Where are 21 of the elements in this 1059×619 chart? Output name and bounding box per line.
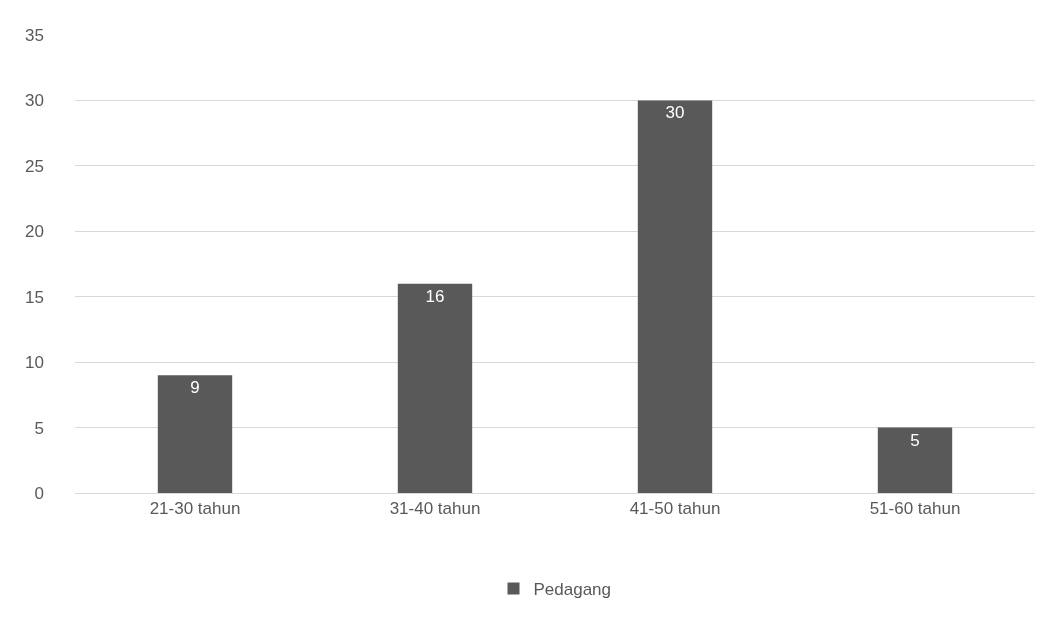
y-tick-label: 15: [25, 287, 44, 307]
bar: [877, 427, 953, 493]
bar: [397, 283, 473, 493]
x-tick-label: 21-30 tahun: [149, 499, 241, 519]
y-tick-label: 0: [34, 483, 44, 503]
legend-label: Pedagang: [533, 580, 612, 600]
data-label: 30: [665, 103, 685, 123]
bar: [157, 375, 233, 493]
y-tick-label: 35: [25, 25, 44, 45]
y-tick-label: 25: [25, 156, 44, 176]
x-tick-label: 41-50 tahun: [629, 499, 721, 519]
data-label: 16: [425, 286, 445, 306]
data-label: 5: [910, 430, 920, 450]
y-tick-label: 5: [34, 418, 44, 438]
y-tick-label: 20: [25, 222, 44, 242]
x-tick-label: 31-40 tahun: [389, 499, 481, 519]
y-tick-label: 10: [25, 353, 44, 373]
y-tick-label: 30: [25, 91, 44, 111]
data-label: 9: [190, 378, 200, 398]
x-tick-label: 51-60 tahun: [869, 499, 961, 519]
bar: [637, 100, 713, 493]
